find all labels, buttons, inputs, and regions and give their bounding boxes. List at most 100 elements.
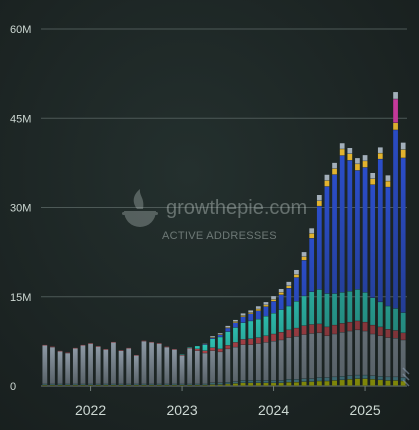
bar-shade [133,355,139,386]
bar-stack [400,142,406,386]
bar-shade [316,195,322,386]
bar-stack [80,344,86,386]
bar-shade [57,350,63,386]
bar-stack [240,313,246,386]
bar-stack [255,306,261,386]
bar-shade [400,142,406,386]
bar-stack [225,325,231,386]
x-tick-label: 2023 [166,402,197,418]
y-tick-label: 60M [10,24,31,36]
scroll-hint-icon [402,367,410,387]
bar-shade [141,340,147,386]
bar-shade [248,310,254,386]
bar-shade [377,147,383,386]
bar-shade [332,162,337,386]
bar-shade [111,341,116,386]
bar-shade [286,281,292,386]
bar-stack [103,349,109,386]
bar-stack [263,302,269,386]
bar-shade [210,336,215,386]
bar-shade [278,289,284,386]
bar-stack [202,343,208,386]
bar-shade [255,306,261,386]
x-tick-label: 2024 [258,402,289,418]
bar-shade [149,341,154,386]
bar-stack [347,148,353,386]
bar-stack [278,289,284,386]
gridlines [41,28,407,387]
x-axis: 2022 2023 2024 2025 [75,386,381,418]
y-tick-label: 30M [10,203,31,215]
bar-stack [217,333,223,386]
bar-shade [385,175,391,386]
bar-stack [385,175,391,386]
bar-shade [339,143,345,386]
bar-stack [88,343,93,386]
bar-stack [57,350,63,386]
bar-shade [42,344,48,386]
bar-stack [156,343,162,386]
bar-shade [324,174,330,386]
bar-stack [141,340,147,386]
y-tick-label: 0 [10,381,16,393]
bar-shade [103,349,109,386]
bar-stack [271,296,276,386]
bar-shade [202,343,208,386]
bar-shade [156,343,162,386]
bar-stack [149,341,154,386]
bar-shade [95,346,101,386]
bar-stack [65,352,71,386]
bar-stack [164,346,170,386]
bar-stack [194,346,200,386]
bar-stack [324,174,330,386]
bar-stack [248,310,254,386]
bar-stack [126,347,132,386]
bar-shade [194,346,200,386]
bar-shade [393,92,398,386]
bar-shade [172,349,177,386]
bar-shade [263,302,269,386]
bar-shade [164,346,170,386]
bar-stack [95,346,101,386]
bar-shade [370,172,376,386]
bar-shade [179,354,185,386]
watermark-brand: growthepie.com [166,197,307,219]
bar-shade [301,252,307,386]
bar-stack [377,147,383,386]
bar-stack [50,346,55,386]
y-tick-label: 15M [10,292,31,304]
bar-shade [355,158,360,386]
bar-shade [118,350,124,386]
bar-shade [80,344,86,386]
bar-stack [286,281,292,386]
bar-stack [294,269,299,386]
bar-shade [217,333,223,386]
bar-shade [294,269,299,386]
bar-stack [210,336,215,386]
bar-stack [172,349,177,386]
bar-stack [187,347,193,386]
bar-shade [88,343,93,386]
bar-shade [233,319,238,386]
bar-stack [179,354,185,386]
y-tick-label: 45M [10,113,31,125]
bar-stack [309,228,315,386]
bar-shade [187,347,193,386]
bar-shade [271,296,276,386]
bar-stack [316,195,322,386]
bar-stack [370,172,376,386]
y-axis: 0 15M 30M 45M 60M [10,24,31,393]
bar-shade [72,347,78,386]
bar-shade [347,148,353,386]
x-tick-label: 2022 [75,402,106,418]
bar-shade [362,155,368,386]
x-tick-label: 2025 [349,402,380,418]
bar-stack [393,92,398,386]
bar-stack [118,350,124,386]
watermark-subtitle: ACTIVE ADDRESSES [162,230,277,242]
bar-shade [240,313,246,386]
bar-shade [126,347,132,386]
bar-stack [133,355,139,386]
